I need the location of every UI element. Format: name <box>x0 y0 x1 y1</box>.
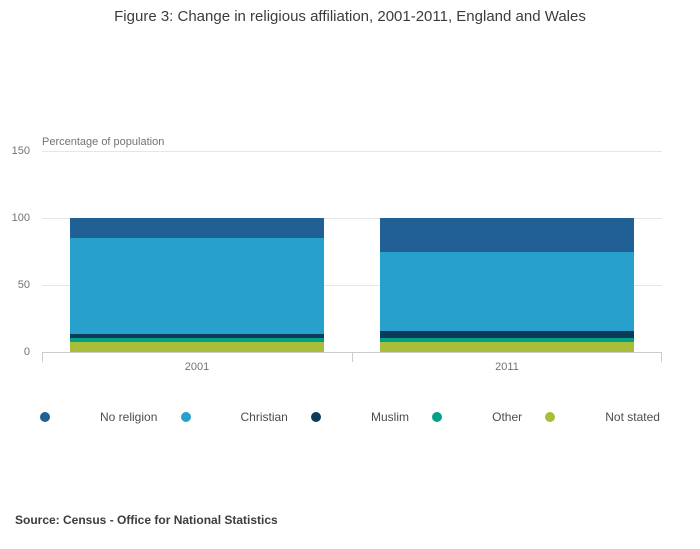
legend-item-no-religion[interactable]: No religion <box>40 410 157 424</box>
legend-label-muslim: Muslim <box>370 410 409 424</box>
legend-label-no-religion: No religion <box>100 410 158 424</box>
x-axis-tick <box>42 352 43 362</box>
legend-marker-muslim-icon <box>310 412 321 422</box>
legend-label-other: Other <box>492 410 523 424</box>
bar-segment-no-religion-2001[interactable] <box>70 218 324 238</box>
bar-2011 <box>380 218 634 352</box>
y-axis-title: Percentage of population <box>42 136 165 148</box>
legend-item-not-stated[interactable]: Not stated <box>545 410 660 424</box>
legend-item-muslim[interactable]: Muslim <box>310 410 409 424</box>
legend-label-not-stated: Not stated <box>605 410 660 424</box>
legend-label-christian: Christian <box>240 410 288 424</box>
legend-marker-not-stated-icon <box>545 412 556 422</box>
y-tick-label-100: 100 <box>11 212 30 224</box>
x-axis-tick <box>352 352 353 362</box>
y-tick-label-50: 50 <box>17 279 30 291</box>
bar-segment-other-2001[interactable] <box>70 337 324 342</box>
legend-item-christian[interactable]: Christian <box>180 410 288 424</box>
gridline-50 <box>42 285 662 286</box>
bar-2001 <box>70 218 324 352</box>
gridline-100 <box>42 218 662 219</box>
chart-title: Figure 3: Change in religious affiliatio… <box>114 8 586 25</box>
legend: No religion Christian Muslim Other Not state… <box>40 410 660 424</box>
bar-segment-christian-2011[interactable] <box>380 251 634 332</box>
y-tick-label-0: 0 <box>23 346 30 358</box>
x-axis-label-2011: 2011 <box>495 361 519 373</box>
bar-segment-no-religion-2011[interactable] <box>380 218 634 252</box>
gridline-150 <box>42 151 662 152</box>
bar-segment-christian-2001[interactable] <box>70 237 324 334</box>
plot-area: 0 50 100 150 2001 2011 <box>12 145 662 373</box>
legend-marker-christian-icon <box>180 412 191 422</box>
legend-marker-no-religion-icon <box>40 412 50 422</box>
x-axis-label-2001: 2001 <box>184 361 210 373</box>
source-text: Source: Census - Office for National Sta… <box>15 513 278 527</box>
bar-segment-muslim-2001[interactable] <box>70 333 324 338</box>
y-tick-label-150: 150 <box>11 145 30 157</box>
legend-marker-other-icon <box>432 412 443 422</box>
bar-segment-not-stated-2011[interactable] <box>380 342 634 352</box>
legend-item-other[interactable]: Other <box>432 410 522 424</box>
bar-segment-not-stated-2001[interactable] <box>70 341 324 352</box>
bar-segment-muslim-2011[interactable] <box>380 331 634 338</box>
x-axis-tick <box>661 352 662 362</box>
bar-segment-other-2011[interactable] <box>380 337 634 343</box>
